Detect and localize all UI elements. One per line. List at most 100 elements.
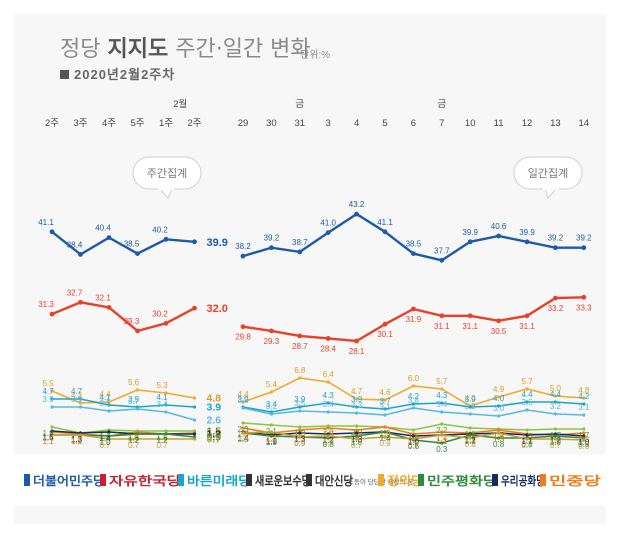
point-daily-0-7 (439, 257, 445, 263)
point-daily-6-0 (241, 426, 245, 430)
point-daily-5-12 (582, 427, 586, 431)
point-daily-9-0 (241, 431, 245, 435)
point-daily-4-3 (326, 410, 330, 414)
subtitle-bullet (60, 70, 69, 79)
label-daily-7-10: 1.1 (521, 437, 533, 446)
point-daily-3-7 (440, 401, 444, 405)
point-weekly-1-1 (78, 299, 83, 305)
legend-item-3: 새로운보수당 (246, 473, 311, 488)
label-daily-0-0: 38.2 (235, 242, 251, 251)
label-daily-8-2: 0.9 (294, 439, 306, 448)
label-daily-2-6: 6.0 (408, 374, 420, 383)
point-weekly-0-5 (192, 239, 197, 245)
point-daily-6-3 (326, 426, 330, 430)
x-tick-weekly-3: 5주 (130, 118, 144, 129)
label-daily-1-11: 33.2 (548, 304, 564, 313)
label-daily-5-1: 2.1 (266, 427, 278, 436)
point-daily-9-8 (468, 436, 472, 440)
label-daily-6-10: 1.2 (521, 436, 533, 445)
point-daily-5-4 (355, 424, 359, 428)
label-daily-3-0: 3.9 (237, 395, 249, 404)
point-daily-8-7 (440, 441, 444, 445)
point-daily-4-9 (497, 414, 501, 418)
label-daily-3-3: 4.3 (323, 391, 335, 400)
label-weekly-0-1: 38.4 (67, 240, 83, 249)
label-daily-7-5: 1.4 (379, 434, 391, 443)
title-light-2: 주간·일간 변화 (175, 37, 310, 62)
x-tick-daily-8: 10 (465, 118, 476, 129)
label-daily-1-3: 28.4 (320, 344, 336, 353)
label-daily-8-6: 0.6 (408, 442, 420, 451)
x-tick-weekly-0: 2주 (45, 118, 59, 129)
label-weekly-7-3: 1.2 (128, 436, 140, 445)
label-daily-6-4: 1.6 (351, 432, 363, 441)
point-weekly-1-0 (49, 311, 55, 317)
label-daily-4-1: 3.2 (266, 402, 278, 411)
label-daily-9-4: 0.7 (351, 441, 363, 450)
label-weekly-5-0: 1.9 (42, 429, 54, 438)
label-daily-7-2: 1.3 (294, 435, 306, 444)
point-daily-6-2 (298, 428, 302, 432)
legend-item-7: 민주평화당 (418, 473, 497, 488)
point-daily-3-2 (298, 405, 302, 409)
point-weekly-5-0 (50, 425, 54, 429)
label-daily-9-0: 1.3 (237, 435, 249, 444)
label-daily-8-9: 0.8 (493, 440, 505, 449)
label-weekly-8-1: 1.1 (71, 437, 83, 446)
label-daily-9-6: 0.7 (408, 441, 420, 450)
label-daily-5-4: 2.0 (351, 428, 363, 437)
label-daily-0-1: 39.2 (264, 234, 280, 243)
label-daily-0-6: 38.5 (406, 240, 422, 249)
label-daily-9-2: 0.9 (294, 439, 306, 448)
label-daily-8-8: 1.1 (465, 437, 477, 446)
month-marker: 2월 (173, 98, 187, 110)
label-daily-5-3: 2.0 (323, 428, 335, 437)
label-daily-1-9: 30.5 (491, 327, 507, 336)
point-weekly-9-5 (192, 437, 197, 441)
legend-item-4: 대안신당 (306, 473, 353, 488)
label-daily-3-12: 4.2 (578, 392, 590, 401)
label-daily-5-12: 1.7 (578, 431, 590, 440)
legend-swatch-0 (24, 474, 30, 486)
label-weekly-5-3: 1.5 (128, 433, 140, 442)
point-weekly-4-2 (107, 409, 111, 413)
label-weekly-1-4: 30.2 (152, 309, 168, 318)
series-line-weekly-3 (52, 398, 195, 408)
legend-label-2: 바른미래당 (187, 473, 251, 488)
label-daily-3-11: 4.4 (550, 390, 562, 399)
point-daily-2-10 (525, 387, 529, 391)
label-daily-2-10: 5.7 (521, 377, 533, 386)
point-daily-6-5 (383, 425, 387, 429)
legend-swatch-2 (178, 474, 184, 486)
label-daily-1-8: 31.1 (462, 322, 478, 331)
point-daily-1-10 (524, 313, 530, 319)
label-daily-2-8: 4.0 (465, 394, 477, 403)
label-daily-9-12: 0.6 (578, 442, 590, 451)
label-daily-3-6: 4.2 (408, 392, 420, 401)
label-weekly-6-4: 1.2 (156, 436, 168, 445)
point-daily-4-0 (241, 406, 245, 410)
label-daily-6-11: 1.1 (550, 437, 562, 446)
label-daily-5-8: 1.8 (465, 430, 477, 439)
point-daily-8-11 (553, 434, 558, 438)
point-daily-2-12 (582, 396, 586, 400)
label-daily-9-11: 0.7 (550, 441, 562, 450)
series-line-weekly-2 (51, 389, 195, 404)
point-weekly-2-3 (135, 388, 140, 392)
title-bold: 지지도 (107, 37, 168, 62)
label-weekly-final-8: 0.9 (207, 432, 222, 444)
label-daily-4-0: 3.8 (237, 396, 249, 405)
label-daily-4-10: 3.6 (521, 398, 533, 407)
point-weekly-7-5 (192, 432, 197, 436)
legend-swatch-3 (246, 474, 252, 486)
point-daily-6-7 (440, 430, 444, 434)
legend-label-8: 우리공화당 (501, 473, 545, 488)
legend-label-7: 민주평화당 (427, 473, 497, 488)
point-daily-3-5 (383, 407, 387, 411)
label-daily-3-9: 4.0 (493, 394, 505, 403)
label-weekly-3-3: 3.9 (128, 395, 140, 404)
label-daily-3-2: 3.9 (294, 395, 306, 404)
label-weekly-2-4: 5.3 (156, 381, 168, 390)
label-weekly-6-1: 1.2 (71, 436, 83, 445)
